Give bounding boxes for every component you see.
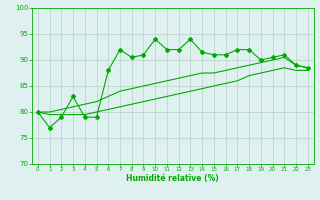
X-axis label: Humidité relative (%): Humidité relative (%) (126, 174, 219, 183)
